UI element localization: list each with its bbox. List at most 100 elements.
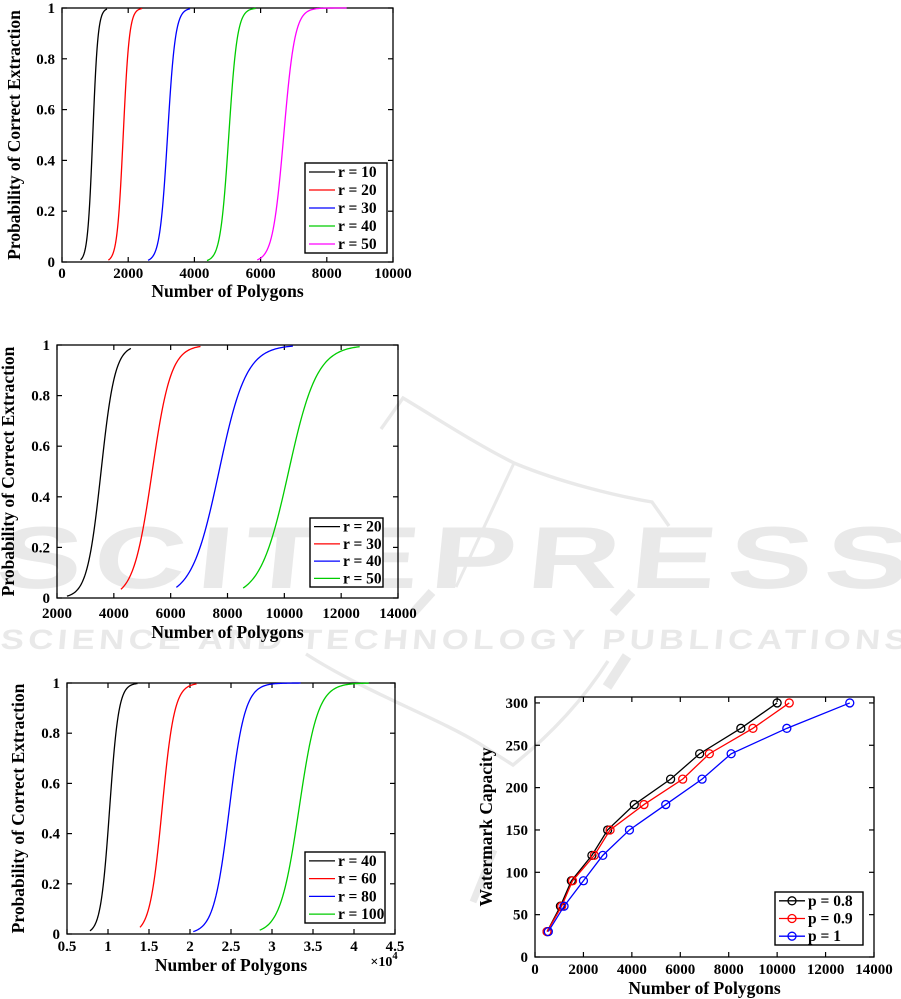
y-tick-label: 0.4: [41, 827, 60, 843]
series-marker: [605, 825, 615, 835]
series-marker: [578, 876, 589, 886]
x-tick-label: 10000: [758, 962, 796, 978]
y-axis-label: Probability of Correct Extraction: [0, 346, 18, 596]
series-marker: [678, 774, 688, 784]
legend-entry-label: r = 50: [338, 236, 377, 253]
y-tick-label: 0: [53, 927, 61, 943]
legend-entry-label: r = 20: [338, 182, 377, 199]
x-tick-label: 4: [350, 939, 358, 955]
series-marker: [845, 698, 855, 708]
x-tick-label: 8000: [714, 962, 744, 978]
legend-entry-label: r = 100: [338, 906, 385, 923]
x-tick-label: 3: [268, 939, 276, 955]
series-marker: [665, 774, 676, 784]
y-tick-label: 0.4: [36, 153, 55, 169]
legend-marker-sample: [787, 896, 797, 906]
chart-extraction-probability-r40-100: 0.5 1 1.5 2 2.5 3 3.5 4 4.5 0 0.2 0.4 0.6 0.8 1 Number …: [8, 676, 405, 975]
x-tick-label: 10000: [266, 606, 304, 622]
y-tick-label: 100: [506, 865, 529, 881]
series-line-p=0.8: [546, 702, 778, 932]
chart-extraction-probability-r10-50: 0 2000 4000 6000 8000 10000 0 0.2 0.4 0.6 0.8 1 Numb…: [4, 1, 412, 301]
y-tick-label: 0: [521, 950, 529, 966]
legend-entry-label: p = 0.9: [808, 911, 853, 928]
swoosh-arc: [379, 395, 671, 527]
y-tick-label: 1: [43, 338, 51, 354]
plot-box: [534, 696, 875, 958]
y-tick-label: 1: [53, 676, 61, 692]
series-line-r=40: [206, 7, 256, 262]
legend-box: [304, 851, 386, 924]
x-tick-label: 4000: [99, 606, 129, 622]
x-tick-label: 12000: [807, 962, 845, 978]
swoosh-slash-2: [609, 588, 636, 617]
x-tick-label: 6000: [156, 606, 186, 622]
y-axis-label: Probability of Correct Extraction: [8, 683, 28, 933]
series-marker: [567, 876, 578, 886]
series-marker: [639, 799, 649, 810]
y-tick-label: 0.4: [31, 490, 50, 506]
x-tick-label: 14000: [379, 606, 417, 622]
series-line-r=20: [66, 347, 132, 597]
series-marker: [624, 825, 635, 835]
y-tick-label: 300: [506, 696, 529, 712]
swoosh-slash-1: [409, 588, 436, 617]
legend-entry-label: r = 40: [338, 218, 377, 235]
y-tick-label: 0.2: [41, 877, 60, 893]
legend-box: [309, 517, 384, 588]
x-tick-label: 0.5: [58, 939, 77, 955]
series-line-r=10: [80, 8, 108, 261]
chart-watermark-capacity: 0 2000 4000 6000 8000 10000 12000 14000 0 50 100 15…: [476, 696, 893, 998]
x-tick-label: 14000: [855, 962, 893, 978]
x-tick-label: 1.5: [140, 939, 159, 955]
series-marker: [782, 723, 792, 733]
series-marker: [598, 850, 608, 861]
x-tick-label: 6000: [665, 962, 695, 978]
x-tick-label: 12000: [322, 606, 360, 622]
x-tick-label: 4000: [179, 266, 209, 282]
x-axis-label: Number of Polygons: [151, 281, 304, 301]
series-line-r=30: [147, 8, 191, 261]
series-marker: [543, 926, 553, 937]
legend-marker-sample: [787, 931, 797, 941]
x-tick-label: 2000: [568, 962, 598, 978]
series-marker: [736, 723, 746, 733]
series-marker: [661, 799, 671, 810]
y-tick-label: 0.8: [31, 389, 50, 405]
y-axis-label: Probability of Correct Extraction: [4, 10, 24, 260]
plot-box: [61, 7, 394, 263]
swoosh-leg: [454, 462, 516, 588]
y-tick-label: 0.8: [41, 726, 60, 742]
series-line-r=50: [242, 346, 360, 589]
legend-entry-label: r = 30: [343, 536, 382, 553]
x-axis-label: Number of Polygons: [155, 955, 308, 975]
series-marker: [726, 749, 736, 759]
series-marker: [559, 901, 569, 911]
y-tick-label: 1: [48, 1, 56, 17]
x-tick-label: 4000: [617, 962, 647, 978]
y-tick-label: 200: [506, 781, 529, 797]
x-tick-label: 0: [58, 266, 66, 282]
x-tick-label: 8000: [213, 606, 243, 622]
series-line-p=1: [547, 702, 851, 932]
legend-entry-label: r = 30: [338, 200, 377, 217]
y-tick-label: 150: [506, 823, 529, 839]
x-tick-label: 0: [531, 962, 539, 978]
y-axis-label: Watermark Capacity: [476, 747, 496, 906]
x-tick-label: 1: [104, 939, 112, 955]
legend-entry-label: r = 10: [338, 164, 377, 181]
series-marker: [748, 723, 758, 733]
swoosh-slash-4: [469, 848, 498, 904]
y-tick-label: 250: [506, 738, 529, 754]
x-tick-label: 2000: [42, 606, 72, 622]
x-tick-label: 4.5: [386, 939, 405, 955]
legend-entry-label: r = 60: [338, 871, 377, 888]
x-axis-label: Number of Polygons: [151, 622, 304, 642]
series-line-r=20: [107, 7, 143, 261]
x-tick-label: 3.5: [304, 939, 323, 955]
y-tick-label: 0.8: [36, 52, 55, 68]
series-line-p=0.9: [546, 702, 790, 932]
y-tick-label: 50: [513, 908, 528, 924]
series-line-r=50: [257, 7, 347, 261]
legend-entry-label: r = 50: [343, 570, 382, 587]
series-line-r=30: [120, 345, 201, 590]
